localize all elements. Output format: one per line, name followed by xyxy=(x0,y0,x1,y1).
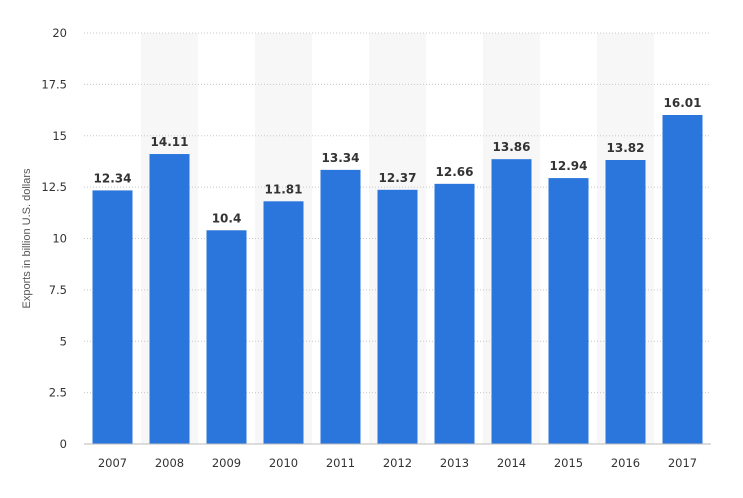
bar xyxy=(320,169,361,444)
x-axis-ticks: 2007 2008 2009 2010 2011 2012 2013 2014 2015 2016… xyxy=(98,456,697,470)
data-label: 12.37 xyxy=(379,171,417,185)
bar xyxy=(92,190,133,444)
x-tick-label: 2011 xyxy=(326,456,355,470)
data-label: 12.34 xyxy=(94,171,132,185)
bar xyxy=(377,189,418,444)
y-tick-label: 2.5 xyxy=(49,386,67,400)
y-axis-ticks: 0 2.5 5 7.5 10 12.5 15 17.5 20 xyxy=(41,26,67,451)
y-axis-label: Exports in billion U.S. dollars xyxy=(21,168,33,309)
bar xyxy=(605,159,646,444)
data-label: 13.34 xyxy=(322,151,360,165)
x-tick-label: 2014 xyxy=(497,456,526,470)
y-tick-label: 5 xyxy=(60,334,67,348)
y-tick-label: 15 xyxy=(52,129,67,143)
data-label: 11.81 xyxy=(265,182,303,196)
y-tick-label: 10 xyxy=(52,232,67,246)
bar xyxy=(263,201,304,444)
x-tick-label: 2017 xyxy=(668,456,697,470)
value-labels: 12.34 14.11 10.4 11.81 13.34 12.37 12.66 13.86 1… xyxy=(94,96,702,225)
bar xyxy=(149,154,190,445)
x-tick-label: 2007 xyxy=(98,456,127,470)
y-tick-label: 17.5 xyxy=(41,77,67,91)
bars xyxy=(92,114,703,445)
data-label: 16.01 xyxy=(664,96,702,110)
bar xyxy=(662,114,703,444)
bar xyxy=(491,159,532,444)
y-tick-label: 12.5 xyxy=(41,180,67,194)
bar xyxy=(434,183,475,444)
data-label: 12.94 xyxy=(550,159,588,173)
x-tick-label: 2016 xyxy=(611,456,640,470)
data-label: 12.66 xyxy=(436,165,474,179)
x-tick-label: 2012 xyxy=(383,456,412,470)
data-label: 13.82 xyxy=(607,141,645,155)
data-label: 10.4 xyxy=(212,211,242,225)
bar xyxy=(206,230,247,444)
x-tick-label: 2013 xyxy=(440,456,469,470)
x-tick-label: 2008 xyxy=(155,456,184,470)
data-label: 13.86 xyxy=(493,140,531,154)
data-label: 14.11 xyxy=(151,135,189,149)
y-tick-label: 20 xyxy=(52,26,67,40)
x-tick-label: 2015 xyxy=(554,456,583,470)
y-tick-label: 0 xyxy=(60,437,67,451)
x-tick-label: 2009 xyxy=(212,456,241,470)
bar xyxy=(548,178,589,444)
y-tick-label: 7.5 xyxy=(49,283,67,297)
x-tick-label: 2010 xyxy=(269,456,298,470)
